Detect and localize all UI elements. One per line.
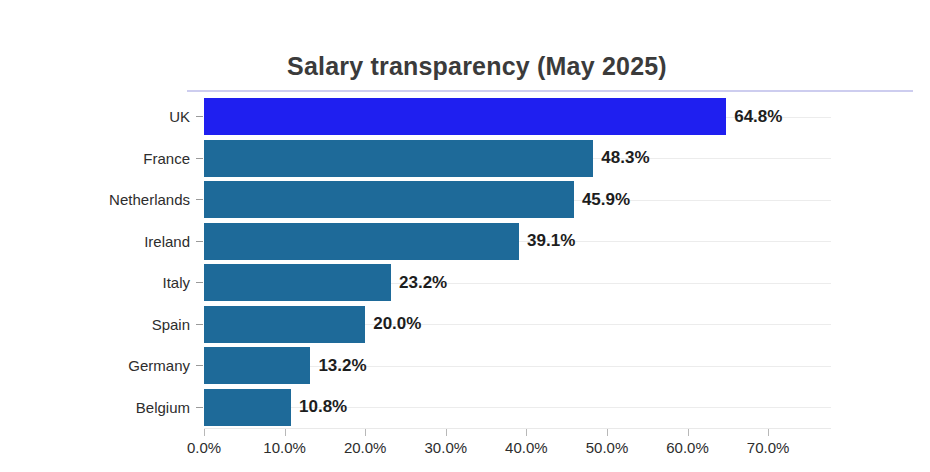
x-axis-tick	[446, 429, 447, 436]
category-label-france: France	[0, 150, 196, 167]
x-tick-label-60: 60.0%	[666, 439, 709, 456]
category-label-germany: Germany	[0, 357, 196, 374]
bar-row-italy: Italy 23.2%	[0, 262, 930, 304]
value-label-uk: 64.8%	[734, 107, 782, 127]
bar-ireland[interactable]	[204, 223, 519, 260]
x-axis: 0.0%10.0%20.0%30.0%40.0%50.0%60.0%70.0%	[204, 428, 831, 463]
bar-france[interactable]	[204, 140, 593, 177]
bar-track-ireland: 39.1%	[204, 221, 831, 263]
y-axis-tick	[196, 365, 203, 366]
bar-netherlands[interactable]	[204, 181, 574, 218]
category-label-uk: UK	[0, 108, 196, 125]
x-tick-label-20: 20.0%	[344, 439, 387, 456]
plot-area: UK 64.8% France 48.3% Netherlands 45.9% Irelan…	[0, 96, 930, 428]
x-tick-label-10: 10.0%	[263, 439, 306, 456]
y-axis-tick	[196, 282, 203, 283]
bar-spain[interactable]	[204, 306, 365, 343]
bar-row-uk: UK 64.8%	[0, 96, 930, 138]
x-axis-tick	[365, 429, 366, 436]
x-axis-tick	[526, 429, 527, 436]
bar-row-germany: Germany 13.2%	[0, 345, 930, 387]
x-tick-label-30: 30.0%	[425, 439, 468, 456]
bar-track-spain: 20.0%	[204, 304, 831, 346]
value-label-france: 48.3%	[601, 148, 649, 168]
bar-track-italy: 23.2%	[204, 262, 831, 304]
bar-row-france: France 48.3%	[0, 138, 930, 180]
x-axis-tick	[285, 429, 286, 436]
bar-germany[interactable]	[204, 347, 310, 384]
bar-track-uk: 64.8%	[204, 96, 831, 138]
x-tick-label-0: 0.0%	[187, 439, 221, 456]
x-tick-label-70: 70.0%	[747, 439, 790, 456]
bar-row-belgium: Belgium 10.8%	[0, 387, 930, 429]
value-label-spain: 20.0%	[373, 314, 421, 334]
chart-title: Salary transparency (May 2025)	[12, 52, 930, 81]
y-axis-tick	[196, 199, 203, 200]
y-axis-tick	[196, 116, 203, 117]
bar-row-ireland: Ireland 39.1%	[0, 221, 930, 263]
value-label-belgium: 10.8%	[299, 397, 347, 417]
category-label-spain: Spain	[0, 316, 196, 333]
value-label-germany: 13.2%	[318, 356, 366, 376]
value-label-netherlands: 45.9%	[582, 190, 630, 210]
bar-italy[interactable]	[204, 264, 391, 301]
bar-uk[interactable]	[204, 98, 726, 135]
y-axis-tick	[196, 241, 203, 242]
category-label-italy: Italy	[0, 274, 196, 291]
category-label-belgium: Belgium	[0, 399, 196, 416]
bar-row-spain: Spain 20.0%	[0, 304, 930, 346]
x-tick-label-40: 40.0%	[505, 439, 548, 456]
y-axis-tick	[196, 158, 203, 159]
value-label-italy: 23.2%	[399, 273, 447, 293]
y-axis-tick	[196, 407, 203, 408]
bar-track-netherlands: 45.9%	[204, 179, 831, 221]
bar-row-netherlands: Netherlands 45.9%	[0, 179, 930, 221]
value-label-ireland: 39.1%	[527, 231, 575, 251]
x-axis-tick	[768, 429, 769, 436]
category-label-netherlands: Netherlands	[0, 191, 196, 208]
category-label-ireland: Ireland	[0, 233, 196, 250]
y-axis-tick	[196, 324, 203, 325]
bar-track-germany: 13.2%	[204, 345, 831, 387]
salary-transparency-chart: Salary transparency (May 2025) UK 64.8% Fr…	[0, 0, 930, 472]
x-axis-tick	[607, 429, 608, 436]
x-axis-tick	[204, 429, 205, 436]
title-underline-divider	[187, 90, 913, 92]
bar-belgium[interactable]	[204, 389, 291, 426]
bar-track-france: 48.3%	[204, 138, 831, 180]
bar-track-belgium: 10.8%	[204, 387, 831, 429]
x-tick-label-50: 50.0%	[586, 439, 629, 456]
x-axis-tick	[688, 429, 689, 436]
